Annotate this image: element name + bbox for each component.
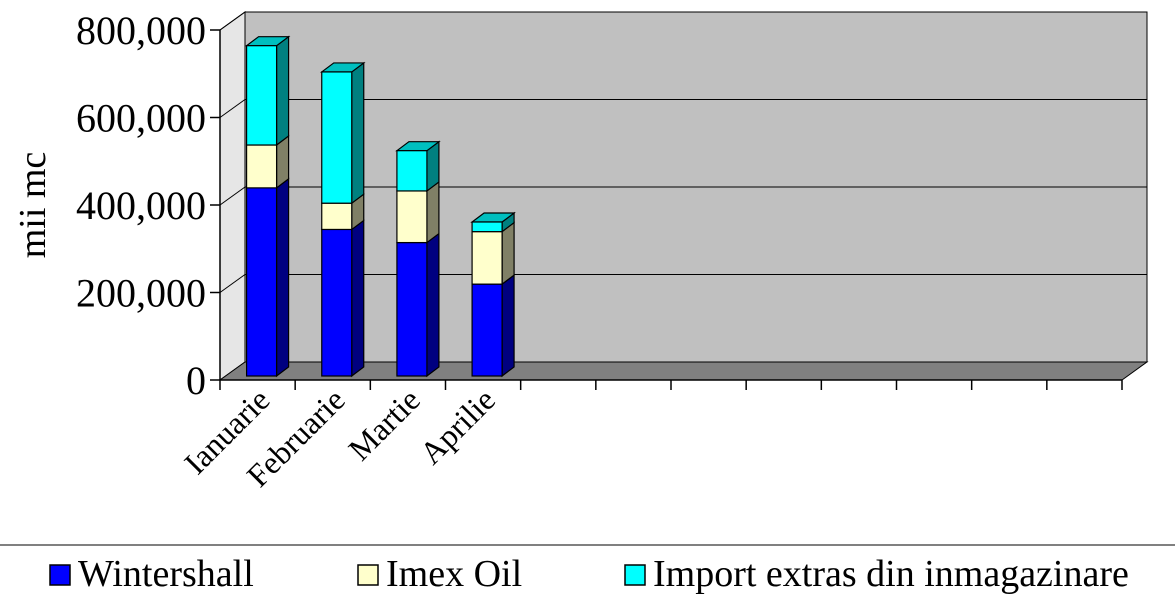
y-tick-label: 400,000 <box>76 183 206 228</box>
legend-label: Wintershall <box>78 553 254 595</box>
bar-segment <box>395 140 441 193</box>
y-axis-title: mii mc <box>12 152 54 259</box>
bars <box>244 35 516 378</box>
legend-swatch <box>49 564 71 586</box>
bar-segment <box>471 221 515 286</box>
bar-side <box>426 180 440 244</box>
legend-label: Import extras din inmagazinare <box>653 553 1129 595</box>
bar-side <box>351 61 365 205</box>
legend-item: Imex Oil <box>357 553 522 595</box>
bar-side <box>275 177 290 378</box>
legend: Wintershall Imex Oil Import extras din inm… <box>49 553 1129 595</box>
legend-item: Import extras din inmagazinare <box>624 553 1129 595</box>
x-axis-ticks <box>219 379 1123 390</box>
gridline-diagonal <box>219 274 246 293</box>
bar <box>471 283 503 377</box>
bar <box>396 150 428 192</box>
bar <box>396 241 428 377</box>
bar-side <box>351 219 365 378</box>
legend-swatch <box>624 564 646 586</box>
bar-segment <box>244 35 291 147</box>
legend-label: Imex Oil <box>386 553 522 595</box>
bar-segment <box>396 180 440 244</box>
gridline-diagonal <box>219 186 246 206</box>
bar-segment <box>470 211 516 233</box>
y-axis-ticks: 0 200,000 400,000 600,000 800,000 <box>76 8 221 403</box>
bar <box>471 231 503 285</box>
bar-side <box>501 273 515 378</box>
bar <box>245 144 278 189</box>
gridline-diagonal <box>219 11 246 31</box>
gridline-diagonal <box>219 99 246 118</box>
y-tick-label: 600,000 <box>76 96 206 141</box>
x-tick-label: Aprilie <box>412 381 502 471</box>
bar-segment <box>319 61 366 205</box>
bar-side <box>275 35 290 147</box>
bar-segment <box>396 232 440 378</box>
bar <box>471 221 503 233</box>
y-tick-label: 200,000 <box>76 271 206 316</box>
bar <box>245 187 278 377</box>
bar-side <box>426 232 440 378</box>
bar-segment <box>321 192 365 231</box>
bar <box>321 71 353 204</box>
legend-item: Wintershall <box>49 553 254 595</box>
bar-segment <box>245 177 290 378</box>
x-tick-label: Martie <box>341 381 427 467</box>
bar <box>321 202 353 231</box>
bar <box>396 190 428 244</box>
legend-swatch <box>357 564 379 586</box>
bar-segment <box>245 134 290 190</box>
bar <box>245 45 278 146</box>
bar-segment <box>321 219 365 378</box>
y-tick-label: 800,000 <box>76 8 206 53</box>
bar <box>321 228 353 377</box>
y-tick-label: 0 <box>186 358 206 403</box>
bar-segment <box>471 273 515 378</box>
bar-side <box>501 221 515 286</box>
gridlines <box>219 11 1147 293</box>
